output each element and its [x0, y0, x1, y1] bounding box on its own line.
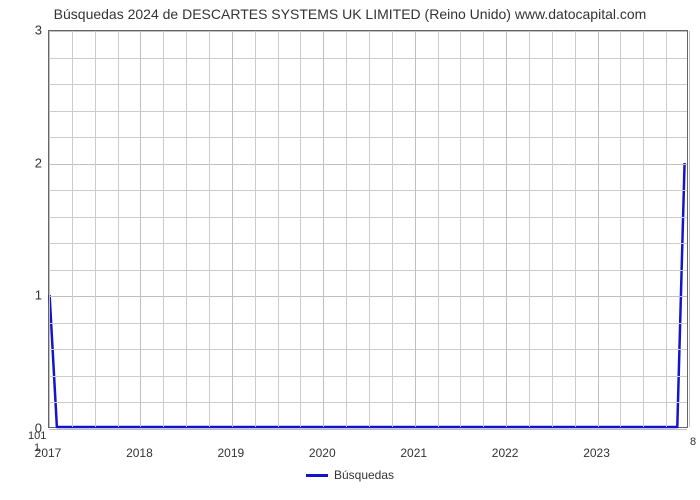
line-chart: Búsquedas 2024 de DESCARTES SYSTEMS UK L… — [0, 0, 700, 500]
x-tick-label: 2023 — [583, 446, 610, 460]
gridline-h — [49, 429, 687, 430]
y-tick-label: 3 — [12, 23, 42, 38]
gridline-v — [598, 31, 599, 427]
gridline-h — [49, 111, 687, 112]
legend: Búsquedas — [0, 468, 700, 482]
gridline-v — [483, 31, 484, 427]
gridline-v — [438, 31, 439, 427]
gridline-h — [49, 270, 687, 271]
gridline-v — [95, 31, 96, 427]
x-tick-label: 2020 — [309, 446, 336, 460]
series-line — [50, 163, 685, 427]
gridline-v — [392, 31, 393, 427]
gridline-v — [643, 31, 644, 427]
gridline-v — [49, 31, 50, 427]
gridline-h — [49, 31, 687, 32]
gridline-v — [255, 31, 256, 427]
gridline-v — [232, 31, 233, 427]
gridline-v — [460, 31, 461, 427]
x-tick-label: 2019 — [217, 446, 244, 460]
edge-label-right-bottom: 8 — [690, 436, 696, 448]
legend-label: Búsquedas — [334, 468, 394, 482]
gridline-h — [49, 84, 687, 85]
line-layer — [49, 31, 687, 427]
gridline-v — [346, 31, 347, 427]
x-tick-label: 2022 — [492, 446, 519, 460]
gridline-v — [575, 31, 576, 427]
gridline-h — [49, 349, 687, 350]
gridline-v — [209, 31, 210, 427]
gridline-h — [49, 296, 687, 297]
x-tick-label: 2018 — [126, 446, 153, 460]
gridline-v — [552, 31, 553, 427]
gridline-v — [163, 31, 164, 427]
y-tick-label: 2 — [12, 155, 42, 170]
gridline-v — [415, 31, 416, 427]
gridline-h — [49, 190, 687, 191]
gridline-h — [49, 402, 687, 403]
gridline-v — [529, 31, 530, 427]
gridline-v — [300, 31, 301, 427]
gridline-v — [620, 31, 621, 427]
gridline-v — [369, 31, 370, 427]
gridline-h — [49, 376, 687, 377]
gridline-v — [118, 31, 119, 427]
gridline-v — [186, 31, 187, 427]
y-tick-label: 1 — [12, 288, 42, 303]
gridline-v — [140, 31, 141, 427]
gridline-h — [49, 137, 687, 138]
gridline-h — [49, 58, 687, 59]
gridline-h — [49, 323, 687, 324]
gridline-v — [323, 31, 324, 427]
gridline-h — [49, 243, 687, 244]
edge-label-left-top: 101 — [28, 430, 46, 442]
gridline-v — [666, 31, 667, 427]
x-tick-label: 2021 — [400, 446, 427, 460]
edge-label-left-bottom: 1 — [34, 442, 40, 454]
gridline-v — [278, 31, 279, 427]
gridline-h — [49, 217, 687, 218]
plot-area — [48, 30, 688, 428]
gridline-v — [689, 31, 690, 427]
gridline-v — [72, 31, 73, 427]
gridline-v — [506, 31, 507, 427]
chart-title: Búsquedas 2024 de DESCARTES SYSTEMS UK L… — [0, 6, 700, 22]
gridline-h — [49, 164, 687, 165]
legend-swatch — [306, 474, 328, 477]
